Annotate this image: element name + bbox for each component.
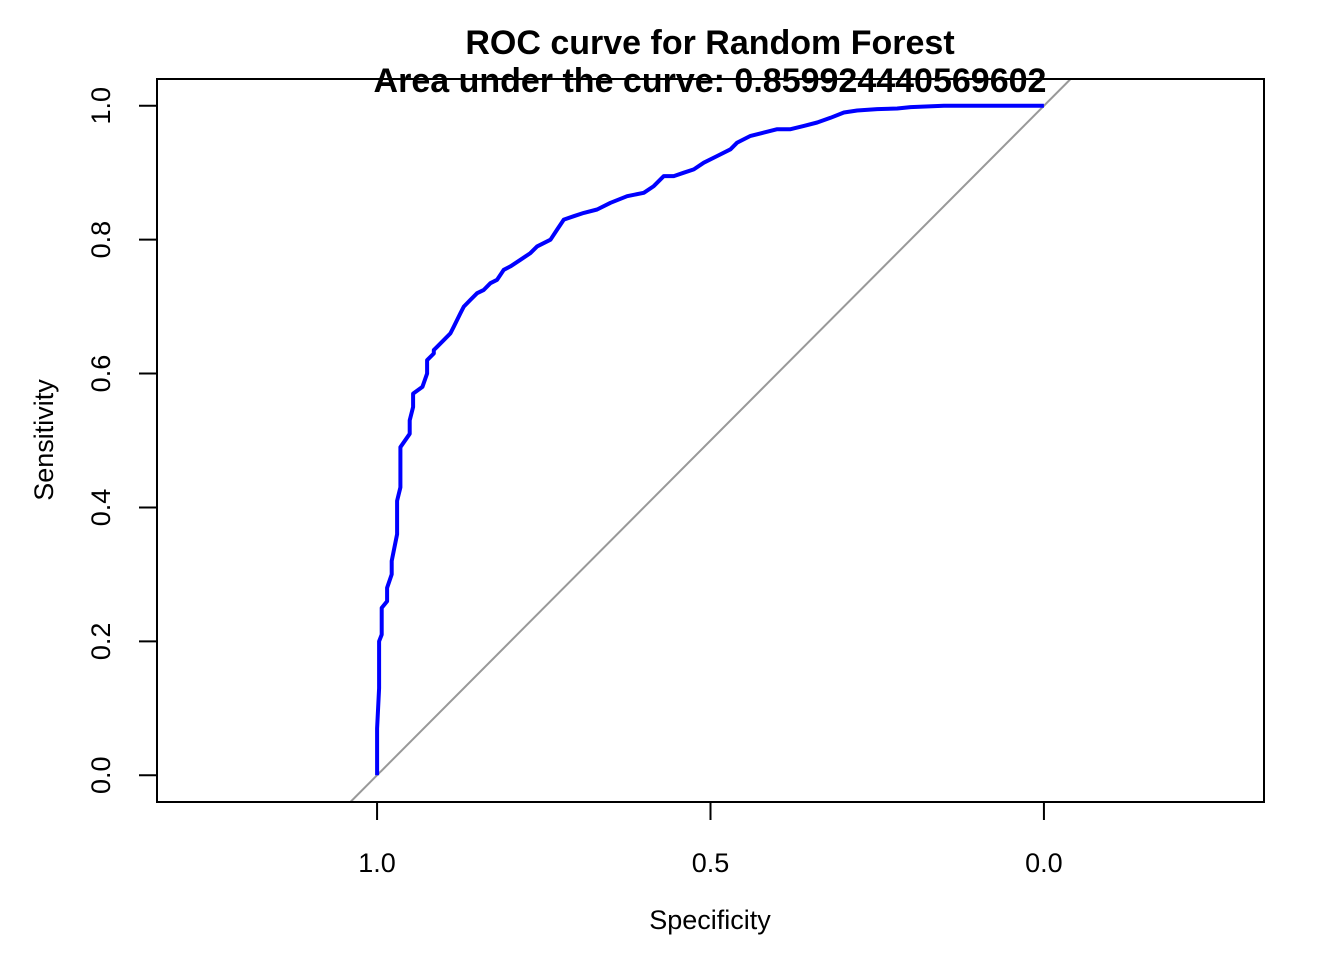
chart-title: ROC curve for Random Forest (465, 24, 954, 62)
x-tick-label: 1.0 (358, 848, 396, 878)
y-axis: 0.0 0.2 0.4 0.6 0.8 1.0 (86, 87, 157, 794)
y-tick-label: 1.0 (86, 87, 116, 125)
y-tick-label: 0.8 (86, 221, 116, 259)
y-tick-label: 0.2 (86, 623, 116, 661)
y-tick-label: 0.6 (86, 355, 116, 393)
chart-subtitle: Area under the curve: 0.859924440569602 (374, 62, 1047, 100)
x-tick-label: 0.0 (1025, 848, 1063, 878)
x-axis: 1.0 0.5 0.0 (358, 801, 1063, 878)
roc-curve-line (375, 103, 1044, 776)
y-tick-label: 0.0 (86, 756, 116, 794)
x-axis-label: Specificity (649, 905, 771, 935)
y-tick-label: 0.4 (86, 489, 116, 527)
y-axis-label: Sensitivity (29, 379, 59, 501)
reference-diagonal-line (349, 78, 1072, 803)
x-tick-label: 0.5 (692, 848, 730, 878)
